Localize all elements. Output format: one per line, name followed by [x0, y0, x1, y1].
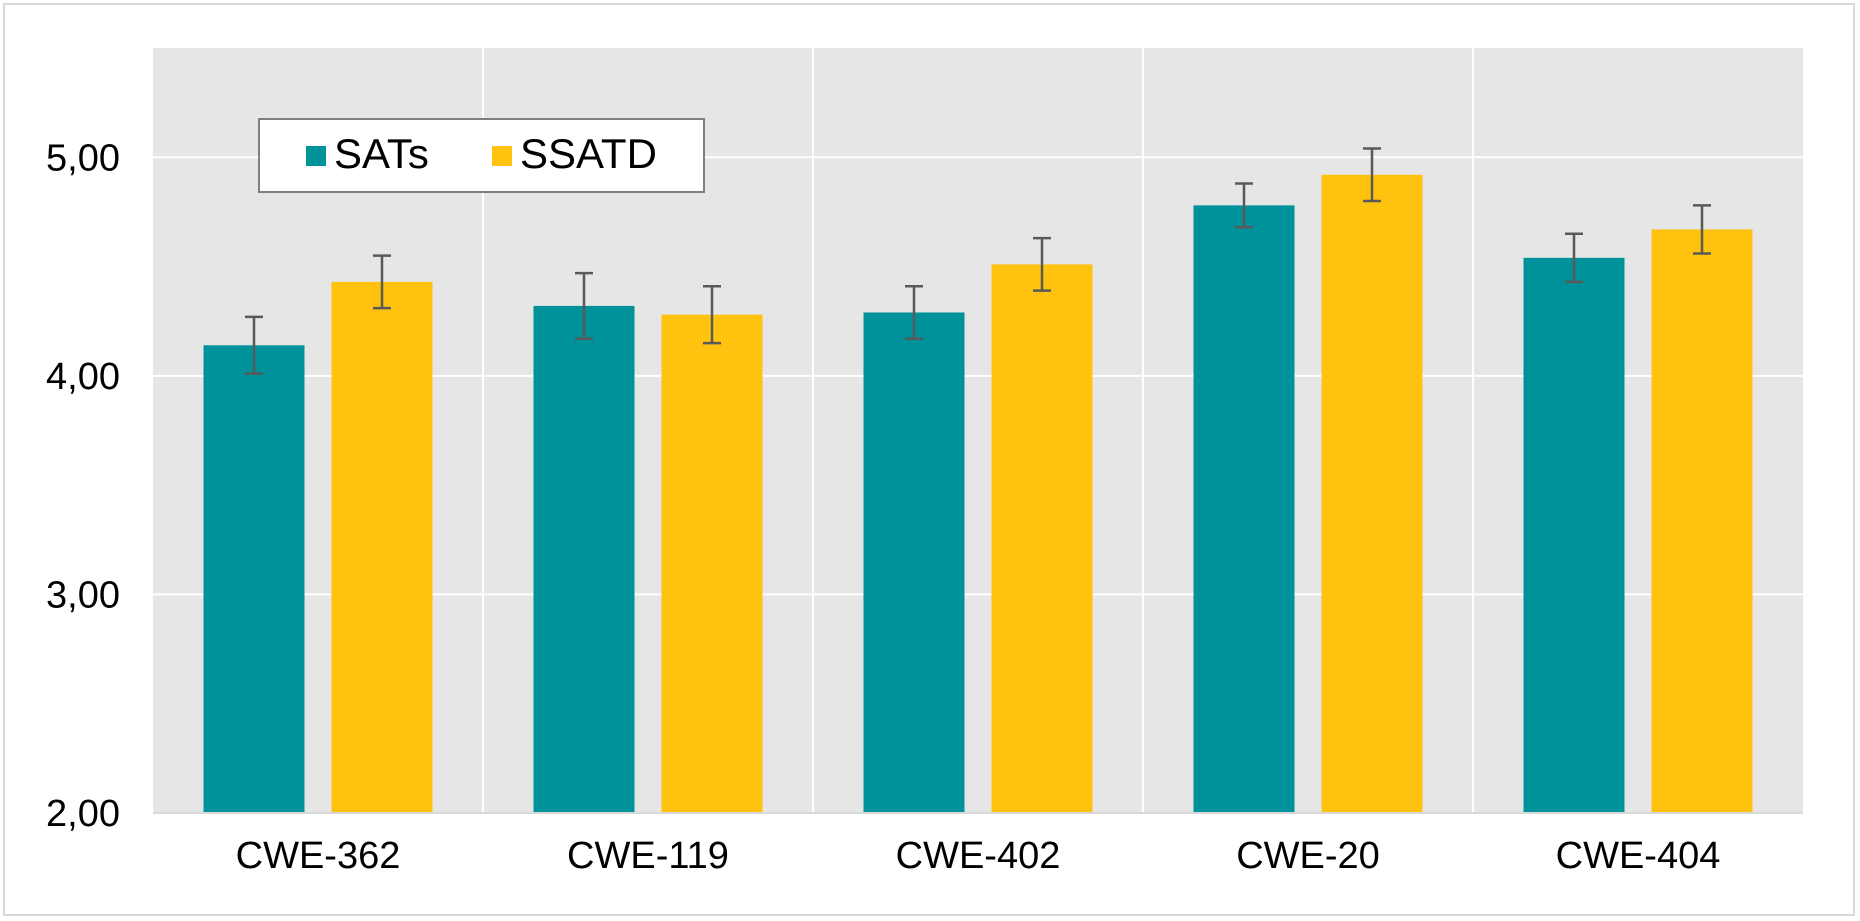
- error-bar-ssatd-cwe-404: [1693, 204, 1711, 255]
- error-bar-ssatd-cwe-402: [1033, 236, 1051, 292]
- error-bar-ssatd-cwe-119: [703, 284, 721, 345]
- x-tick-label: CWE-20: [1236, 835, 1380, 877]
- error-bar-sats-cwe-20: [1235, 182, 1253, 229]
- error-bar-sats-cwe-404: [1565, 232, 1583, 284]
- bar-sats-cwe-119: [533, 305, 635, 813]
- bars: [203, 174, 1753, 813]
- y-tick-label: 4,00: [46, 356, 120, 398]
- error-bars: [245, 147, 1711, 375]
- bar-ssatd-cwe-402: [991, 264, 1093, 813]
- error-bar-ssatd-cwe-20: [1363, 147, 1381, 203]
- bar-ssatd-cwe-119: [661, 314, 763, 813]
- bar-ssatd-cwe-20: [1321, 174, 1423, 813]
- y-tick-label: 5,00: [46, 137, 120, 179]
- bar-sats-cwe-20: [1193, 205, 1295, 813]
- y-tick-label: 2,00: [46, 793, 120, 835]
- x-tick-label: CWE-119: [567, 835, 729, 877]
- bar-sats-cwe-402: [863, 312, 965, 813]
- bar-ssatd-cwe-362: [331, 281, 433, 813]
- x-tick-label: CWE-362: [236, 835, 401, 877]
- error-bar-sats-cwe-119: [575, 271, 593, 340]
- legend-label-ssatd: SSATD: [520, 130, 657, 177]
- x-tick-label: CWE-404: [1556, 835, 1721, 877]
- legend: SATs SSATD: [258, 118, 705, 193]
- error-bar-sats-cwe-362: [245, 315, 263, 375]
- error-bar-ssatd-cwe-362: [373, 254, 391, 310]
- legend-swatch-ssatd: [492, 146, 512, 166]
- legend-swatch-sats: [306, 146, 326, 166]
- error-bar-sats-cwe-402: [905, 284, 923, 340]
- y-tick-label: 3,00: [46, 574, 120, 616]
- bar-sats-cwe-404: [1523, 257, 1625, 813]
- axes: 2,00 3,00 4,00 5,00 CWE-362 CWE-119 CWE-402 CWE…: [46, 137, 1803, 877]
- x-tick-label: CWE-402: [896, 835, 1061, 877]
- legend-box: [258, 118, 705, 193]
- bar-sats-cwe-362: [203, 345, 305, 813]
- bar-ssatd-cwe-404: [1651, 229, 1753, 813]
- legend-label-sats: SATs: [334, 130, 429, 177]
